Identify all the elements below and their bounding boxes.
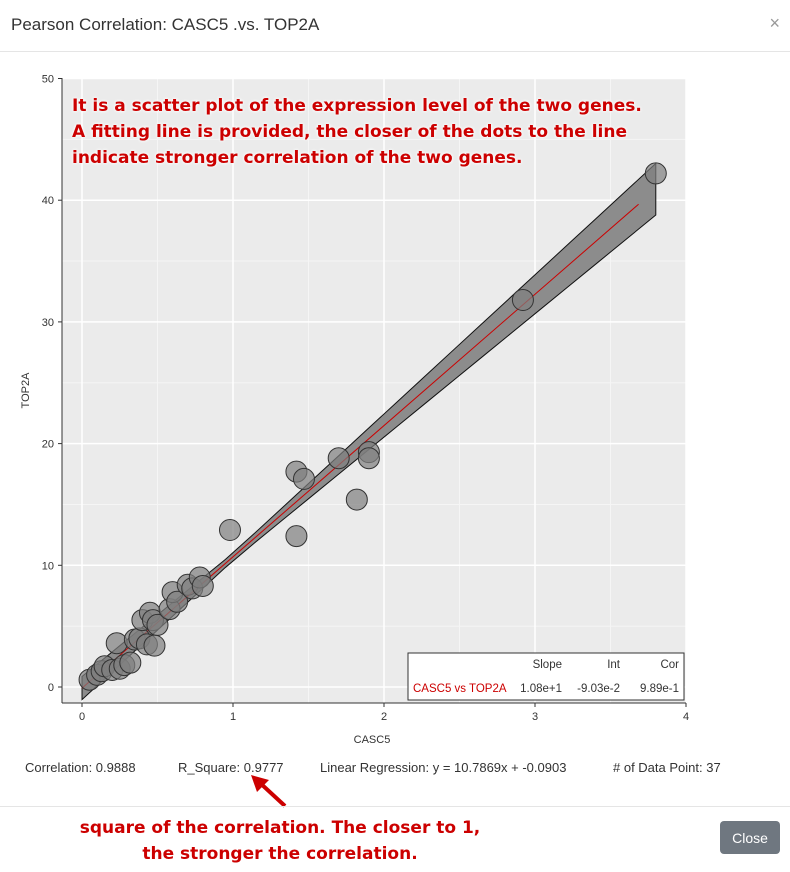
data-point bbox=[143, 634, 166, 657]
data-point bbox=[327, 447, 350, 470]
close-button[interactable]: Close bbox=[720, 821, 780, 854]
x-axis-label: CASC5 bbox=[354, 734, 391, 746]
y-tick-label: 10 bbox=[42, 560, 54, 572]
data-point bbox=[218, 519, 241, 542]
x-tick-label: 0 bbox=[79, 711, 85, 723]
modal-title: Pearson Correlation: CASC5 .vs. TOP2A bbox=[11, 15, 320, 34]
arrow-icon bbox=[251, 775, 287, 808]
x-tick-label: 2 bbox=[381, 711, 387, 723]
x-tick-label: 4 bbox=[683, 711, 689, 723]
annotation-bottom-line: the stronger the correlation. bbox=[142, 844, 418, 864]
y-tick-label: 20 bbox=[42, 439, 54, 451]
data-point bbox=[166, 590, 189, 613]
legend-header: Slope bbox=[533, 659, 562, 671]
data-point bbox=[191, 574, 214, 597]
modal-header: Pearson Correlation: CASC5 .vs. TOP2A × bbox=[0, 0, 790, 52]
regression-stat: Linear Regression: y = 10.7869x + -0.090… bbox=[320, 760, 567, 775]
data-point bbox=[119, 651, 142, 674]
close-icon[interactable]: × bbox=[769, 13, 780, 33]
x-tick-label: 3 bbox=[532, 711, 538, 723]
y-tick-label: 0 bbox=[48, 682, 54, 694]
legend-value: 1.08e+1 bbox=[520, 683, 562, 695]
annotation-top-line: It is a scatter plot of the expression l… bbox=[72, 96, 642, 116]
legend-series-label: CASC5 vs TOP2A bbox=[413, 683, 507, 695]
data-point bbox=[357, 447, 380, 470]
legend-header: Cor bbox=[660, 659, 679, 671]
data-point bbox=[511, 288, 534, 311]
modal-footer: Close bbox=[0, 806, 790, 872]
data-point bbox=[345, 488, 368, 511]
annotation-top-line: indicate stronger correlation of the two… bbox=[72, 148, 523, 168]
data-point-count: # of Data Point: 37 bbox=[613, 760, 721, 775]
annotation-bottom-line: square of the correlation. The closer to… bbox=[79, 818, 481, 838]
legend-header: Int bbox=[607, 659, 621, 671]
annotation-top-line: A fitting line is provided, the closer o… bbox=[72, 122, 627, 142]
data-point bbox=[105, 632, 128, 655]
legend-box bbox=[407, 652, 685, 701]
y-tick-label: 50 bbox=[42, 74, 54, 86]
data-point bbox=[285, 525, 308, 548]
data-point bbox=[292, 467, 315, 490]
correlation-stat: Correlation: 0.9888 bbox=[25, 760, 136, 775]
x-tick-label: 1 bbox=[230, 711, 236, 723]
y-tick-label: 40 bbox=[42, 195, 54, 207]
data-point bbox=[146, 613, 169, 636]
annotation-top: It is a scatter plot of the expression l… bbox=[72, 93, 642, 171]
data-point bbox=[644, 162, 667, 185]
y-tick-label: 30 bbox=[42, 317, 54, 329]
r-square-stat: R_Square: 0.9777 bbox=[178, 760, 284, 775]
y-axis-label: TOP2A bbox=[20, 372, 32, 409]
annotation-bottom: square of the correlation. The closer to… bbox=[0, 815, 560, 867]
legend-value: -9.03e-2 bbox=[577, 683, 620, 695]
legend-value: 9.89e-1 bbox=[640, 683, 679, 695]
